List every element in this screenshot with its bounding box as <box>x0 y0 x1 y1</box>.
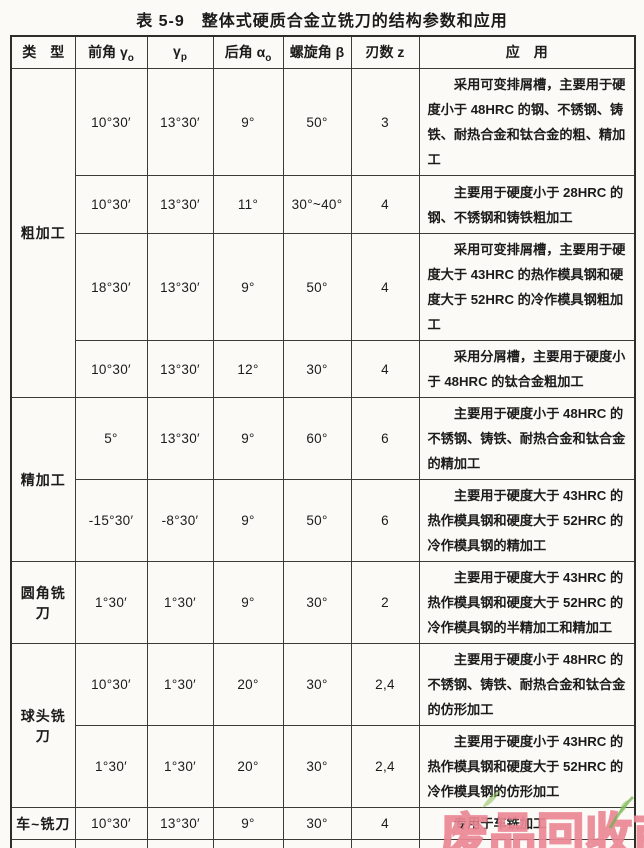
cell-helix-angle: 50° <box>282 233 352 341</box>
col-header-clearance-angle: 后角 αo <box>212 35 284 69</box>
cell-rear-angle: 9° <box>212 479 284 562</box>
cell-front-angle: 10°30′ <box>74 68 148 176</box>
cell-application: 采用可变排屑槽，主要用于硬度大于 43HRC 的热作模具钢和硬度大于 52HRC… <box>418 233 636 341</box>
cell-flutes: 6 <box>350 397 420 480</box>
col-header-rake-angle: 前角 γo <box>74 35 148 69</box>
table-row: 球头铣刀 10°30′ 1°30′ 20° 30° 2,4 主要用于硬度小于 4… <box>10 643 636 808</box>
cell-gamma-p: 1°30′ <box>146 561 214 644</box>
cell-gamma-p: -8°30′ <box>146 479 214 562</box>
table-row: 18°30′ 13°30′ 9° 50° 4 采用可变排屑槽，主要用于硬度大于 … <box>11 233 636 341</box>
cell-application: 主要用于硬度小于 48HRC 的不锈钢、铸铁、耐热合金和钛合金的精加工 <box>418 397 636 480</box>
cell-application: 主要用于硬度小于 43HRC 的热作模具钢和硬度大于 52HRC 的冷作模具钢的… <box>418 725 636 808</box>
table-row: 有色金属 10°30′ 0°~3° 11° 40° 3 铝和铜粗加工首选 <box>10 839 636 848</box>
header-row: 类 型 前角 γo γp 后角 αo 螺旋角 β 刃数 z 应 用 <box>10 35 636 69</box>
table-title: 表 5-9 整体式硬质合金立铣刀的结构参数和应用 <box>136 13 508 30</box>
cell-front-angle: 18°30′ <box>74 233 148 341</box>
row-group-label-roughing: 粗加工 <box>10 68 76 398</box>
cell-front-angle: 5° <box>74 397 148 480</box>
col-header-gamma-p: γp <box>146 35 214 69</box>
cell-front-angle: 10°30′ <box>74 340 148 398</box>
cell-flutes: 3 <box>350 839 420 848</box>
col-header-application: 应 用 <box>418 35 636 69</box>
cell-helix-angle: 30° <box>282 807 352 840</box>
cell-application: 采用可变排屑槽，主要用于硬度小于 48HRC 的钢、不锈钢、铸铁、耐热合金和钛合… <box>418 68 636 176</box>
cell-flutes: 2,4 <box>350 725 420 808</box>
cell-flutes: 4 <box>350 340 420 398</box>
cell-helix-angle: 30° <box>282 643 352 726</box>
row-group-label-finishing: 精加工 <box>10 397 76 562</box>
cell-gamma-p: 13°30′ <box>146 68 214 176</box>
cell-gamma-p: 13°30′ <box>146 397 214 480</box>
cell-rear-angle: 9° <box>212 397 284 480</box>
cell-application: 专用于车铣加工 <box>418 807 636 840</box>
col-header-flutes: 刃数 z <box>350 35 420 69</box>
cell-front-angle: 10°30′ <box>74 807 148 840</box>
end-mill-parameters-table: 类 型 前角 γo γp 后角 αo 螺旋角 β 刃数 z 应 用 粗加工 10… <box>10 35 636 848</box>
cell-helix-angle: 30° <box>282 561 352 644</box>
table-row: 圆角铣刀 1°30′ 1°30′ 9° 30° 2 主要用于硬度大于 43HRC… <box>10 561 636 644</box>
cell-helix-angle: 30°~40° <box>282 175 352 234</box>
cell-gamma-p: 1°30′ <box>146 725 214 808</box>
row-group-label-turn-mill-cutter: 车~铣刀 <box>10 807 76 840</box>
cell-rear-angle: 9° <box>212 807 284 840</box>
cell-front-angle: 1°30′ <box>74 725 148 808</box>
cell-rear-angle: 9° <box>212 233 284 341</box>
cell-application: 主要用于硬度小于 28HRC 的钢、不锈钢和铸铁粗加工 <box>418 175 636 234</box>
table-row: -15°30′ -8°30′ 9° 50° 6 主要用于硬度大于 43HRC 的… <box>11 479 636 562</box>
cell-gamma-p: 13°30′ <box>146 175 214 234</box>
col-header-helix-angle: 螺旋角 β <box>282 35 352 69</box>
cell-rear-angle: 9° <box>212 561 284 644</box>
cell-flutes: 6 <box>350 479 420 562</box>
row-group-label-nonferrous-metal: 有色金属 <box>10 839 76 848</box>
cell-gamma-p: 1°30′ <box>146 643 214 726</box>
cell-flutes: 4 <box>350 807 420 840</box>
cell-application: 主要用于硬度大于 43HRC 的热作模具钢和硬度大于 52HRC 的冷作模具钢的… <box>418 479 636 562</box>
table-row: 车~铣刀 10°30′ 13°30′ 9° 30° 4 专用于车铣加工 <box>10 807 636 840</box>
cell-front-angle: 10°30′ <box>74 643 148 726</box>
cell-gamma-p: 13°30′ <box>146 807 214 840</box>
cell-application: 主要用于硬度小于 48HRC 的不锈钢、铸铁、耐热合金和钛合金的仿形加工 <box>418 643 636 726</box>
cell-application: 主要用于硬度大于 43HRC 的热作模具钢和硬度大于 52HRC 的冷作模具钢的… <box>418 561 636 644</box>
cell-rear-angle: 9° <box>212 68 284 176</box>
cell-front-angle: 10°30′ <box>74 839 148 848</box>
cell-rear-angle: 12° <box>212 340 284 398</box>
col-header-type: 类 型 <box>10 35 76 69</box>
cell-helix-angle: 50° <box>282 68 352 176</box>
cell-front-angle: 1°30′ <box>74 561 148 644</box>
cell-flutes: 3 <box>350 68 420 176</box>
cell-helix-angle: 40° <box>282 839 352 848</box>
row-group-label-corner-radius-mill: 圆角铣刀 <box>10 561 76 644</box>
cell-rear-angle: 11° <box>212 839 284 848</box>
cell-front-angle: 10°30′ <box>74 175 148 234</box>
cell-helix-angle: 30° <box>282 725 352 808</box>
cell-helix-angle: 50° <box>282 479 352 562</box>
cell-flutes: 4 <box>350 175 420 234</box>
cell-helix-angle: 30° <box>282 340 352 398</box>
cell-gamma-p: 13°30′ <box>146 340 214 398</box>
cell-flutes: 2 <box>350 561 420 644</box>
cell-application: 铝和铜粗加工首选 <box>418 839 636 848</box>
cell-gamma-p: 13°30′ <box>146 233 214 341</box>
table-row: 1°30′ 1°30′ 20° 30° 2,4 主要用于硬度小于 43HRC 的… <box>11 725 636 808</box>
table-row: 精加工 5° 13°30′ 9° 60° 6 主要用于硬度小于 48HRC 的不… <box>10 397 636 562</box>
cell-rear-angle: 20° <box>212 643 284 726</box>
cell-gamma-p: 0°~3° <box>146 839 214 848</box>
cell-application: 采用分屑槽，主要用于硬度小于 48HRC 的钛合金粗加工 <box>418 340 636 398</box>
cell-front-angle: -15°30′ <box>74 479 148 562</box>
row-group-label-ball-end-mill: 球头铣刀 <box>10 643 76 808</box>
cell-rear-angle: 11° <box>212 175 284 234</box>
cell-flutes: 2,4 <box>350 643 420 726</box>
table-row: 10°30′ 13°30′ 12° 30° 4 采用分屑槽，主要用于硬度小于 4… <box>11 340 636 398</box>
table-row: 10°30′ 13°30′ 11° 30°~40° 4 主要用于硬度小于 28H… <box>11 175 636 234</box>
cell-rear-angle: 20° <box>212 725 284 808</box>
cell-helix-angle: 60° <box>282 397 352 480</box>
cell-flutes: 4 <box>350 233 420 341</box>
table-row: 粗加工 10°30′ 13°30′ 9° 50° 3 采用可变排屑槽，主要用于硬… <box>10 68 636 398</box>
